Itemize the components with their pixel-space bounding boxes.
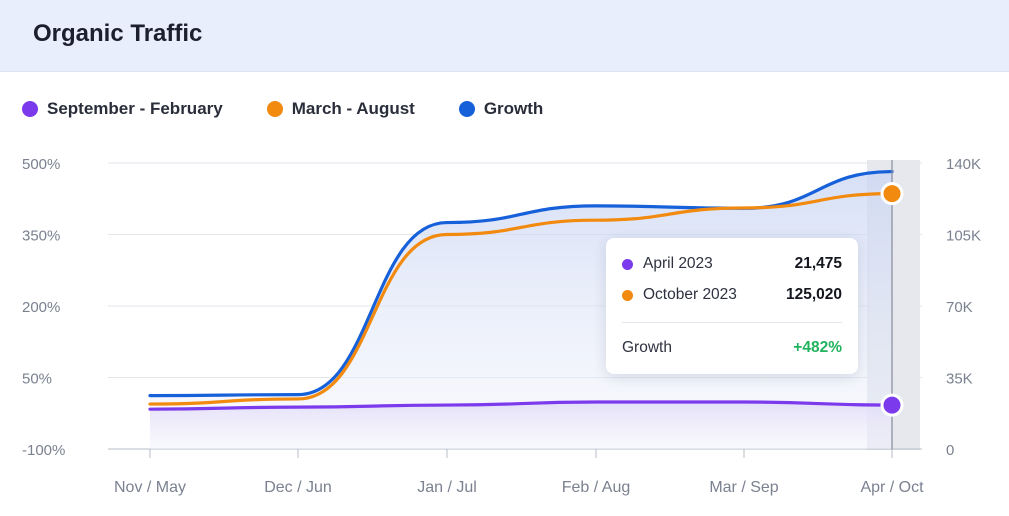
y-right-tick-label: 35K	[946, 371, 973, 388]
tooltip-divider	[622, 322, 842, 323]
tooltip-value: 125,020	[785, 286, 842, 303]
tooltip-row-april: April 2023 21,475	[622, 255, 842, 273]
tooltip-row-october: October 2023 125,020	[622, 286, 842, 304]
y-left-tick-label: 200%	[22, 299, 60, 316]
tooltip-row-growth: Growth +482%	[622, 339, 842, 357]
legend-dot-icon	[22, 101, 38, 117]
march-august-marker[interactable]	[880, 182, 904, 206]
x-tick-label: Apr / Oct	[860, 479, 924, 496]
y-right-tick-label: 140K	[946, 156, 981, 173]
x-tick-label: Nov / May	[114, 479, 186, 496]
legend-dot-icon	[266, 101, 283, 117]
y-left-tick-label: 500%	[22, 156, 60, 173]
tooltip-growth-value: +482%	[793, 339, 842, 356]
orange-dot-icon	[622, 289, 633, 301]
y-right-tick-label: 0	[946, 442, 954, 459]
legend-item-september-february[interactable]: September - February	[22, 99, 223, 119]
september-february-marker[interactable]	[880, 393, 904, 417]
legend-label: September - February	[47, 99, 223, 118]
legend-item-march-august[interactable]: March - August	[266, 99, 415, 119]
tooltip-label: April 2023	[643, 255, 713, 272]
purple-dot-icon	[622, 258, 633, 270]
tooltip-value: 21,475	[794, 255, 842, 272]
series-line-september-february[interactable]	[148, 400, 894, 411]
y-right-tick-label: 105K	[946, 228, 981, 245]
page-title: Organic Traffic	[33, 20, 203, 47]
chart-legend: September - February March - August Grow…	[22, 99, 587, 119]
x-tick-label: Dec / Jun	[264, 479, 332, 496]
y-left-tick-label: -100%	[22, 442, 65, 459]
card-header: Organic Traffic	[0, 0, 1009, 72]
tooltip-growth-label: Growth	[622, 339, 672, 356]
x-tick-label: Mar / Sep	[709, 479, 778, 496]
chart-tooltip: April 2023 21,475 October 2023 125,020 G…	[606, 238, 858, 374]
legend-dot-icon	[458, 101, 475, 117]
y-right-tick-label: 70K	[946, 299, 973, 316]
x-tick-label: Jan / Jul	[417, 479, 477, 496]
legend-item-growth[interactable]: Growth	[458, 99, 544, 119]
x-tick-label: Feb / Aug	[562, 479, 631, 496]
y-left-tick-label: 50%	[22, 371, 52, 388]
legend-label: March - August	[291, 99, 415, 118]
tooltip-label: October 2023	[643, 286, 737, 303]
series-line-march-august[interactable]	[148, 192, 894, 406]
y-left-tick-label: 350%	[22, 228, 60, 245]
legend-label: Growth	[483, 99, 544, 118]
september-february-area	[150, 402, 892, 449]
